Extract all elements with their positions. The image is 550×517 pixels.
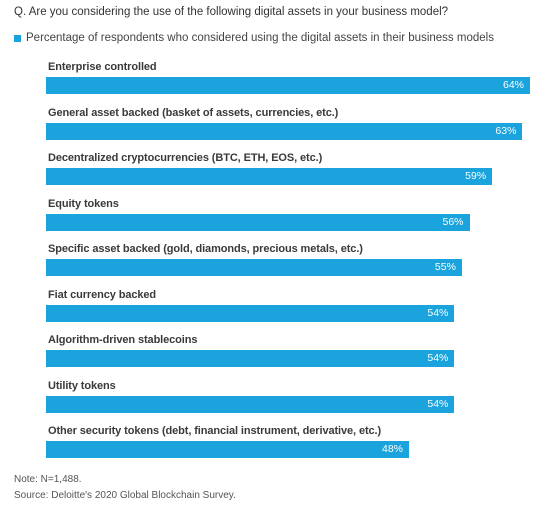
- bar-value-label: 56%: [442, 215, 464, 228]
- note-text: Note: N=1,488.: [14, 474, 82, 485]
- bar-value-label: 55%: [434, 261, 456, 273]
- bar-label: Equity tokens: [48, 197, 119, 210]
- chart-legend: Percentage of respondents who considered…: [14, 32, 494, 44]
- bar-label: Algorithm-driven stablecoins: [48, 334, 198, 346]
- bar: 63%: [46, 122, 523, 140]
- bar: 56%: [46, 213, 470, 231]
- bar-value-label: 48%: [381, 443, 403, 455]
- question-text: Q. Are you considering the use of the fo…: [14, 6, 449, 18]
- legend-label: Percentage of respondents who considered…: [26, 32, 494, 44]
- bar-value-label: 54%: [427, 397, 449, 410]
- bar: 54%: [46, 350, 455, 367]
- bar: 48%: [46, 441, 409, 458]
- bar-label: Enterprise controlled: [48, 61, 157, 73]
- bar-value-label: 63%: [495, 124, 517, 137]
- bar-value-label: 54%: [427, 306, 449, 319]
- bar-label: Fiat currency backed: [48, 288, 157, 301]
- bar-label: Other security tokens (debt, financial i…: [48, 425, 382, 437]
- source-text: Source: Deloitte's 2020 Global Blockchai…: [14, 490, 236, 501]
- bar-value-label: 59%: [465, 170, 487, 182]
- bar-label: Specific asset backed (gold, diamonds, p…: [48, 243, 363, 255]
- bar-label: Decentralized cryptocurrencies (BTC, ETH…: [48, 152, 323, 164]
- legend-swatch: [14, 34, 21, 42]
- bar: 54%: [46, 395, 455, 413]
- bar-label: Utility tokens: [48, 379, 116, 392]
- bar: 54%: [46, 304, 455, 322]
- bar-value-label: 54%: [427, 352, 449, 364]
- bar: 55%: [46, 259, 462, 276]
- bar: 59%: [46, 168, 493, 185]
- bar-value-label: 64%: [502, 79, 524, 91]
- bar-label: General asset backed (basket of assets, …: [48, 106, 339, 119]
- bar: 64%: [46, 77, 530, 94]
